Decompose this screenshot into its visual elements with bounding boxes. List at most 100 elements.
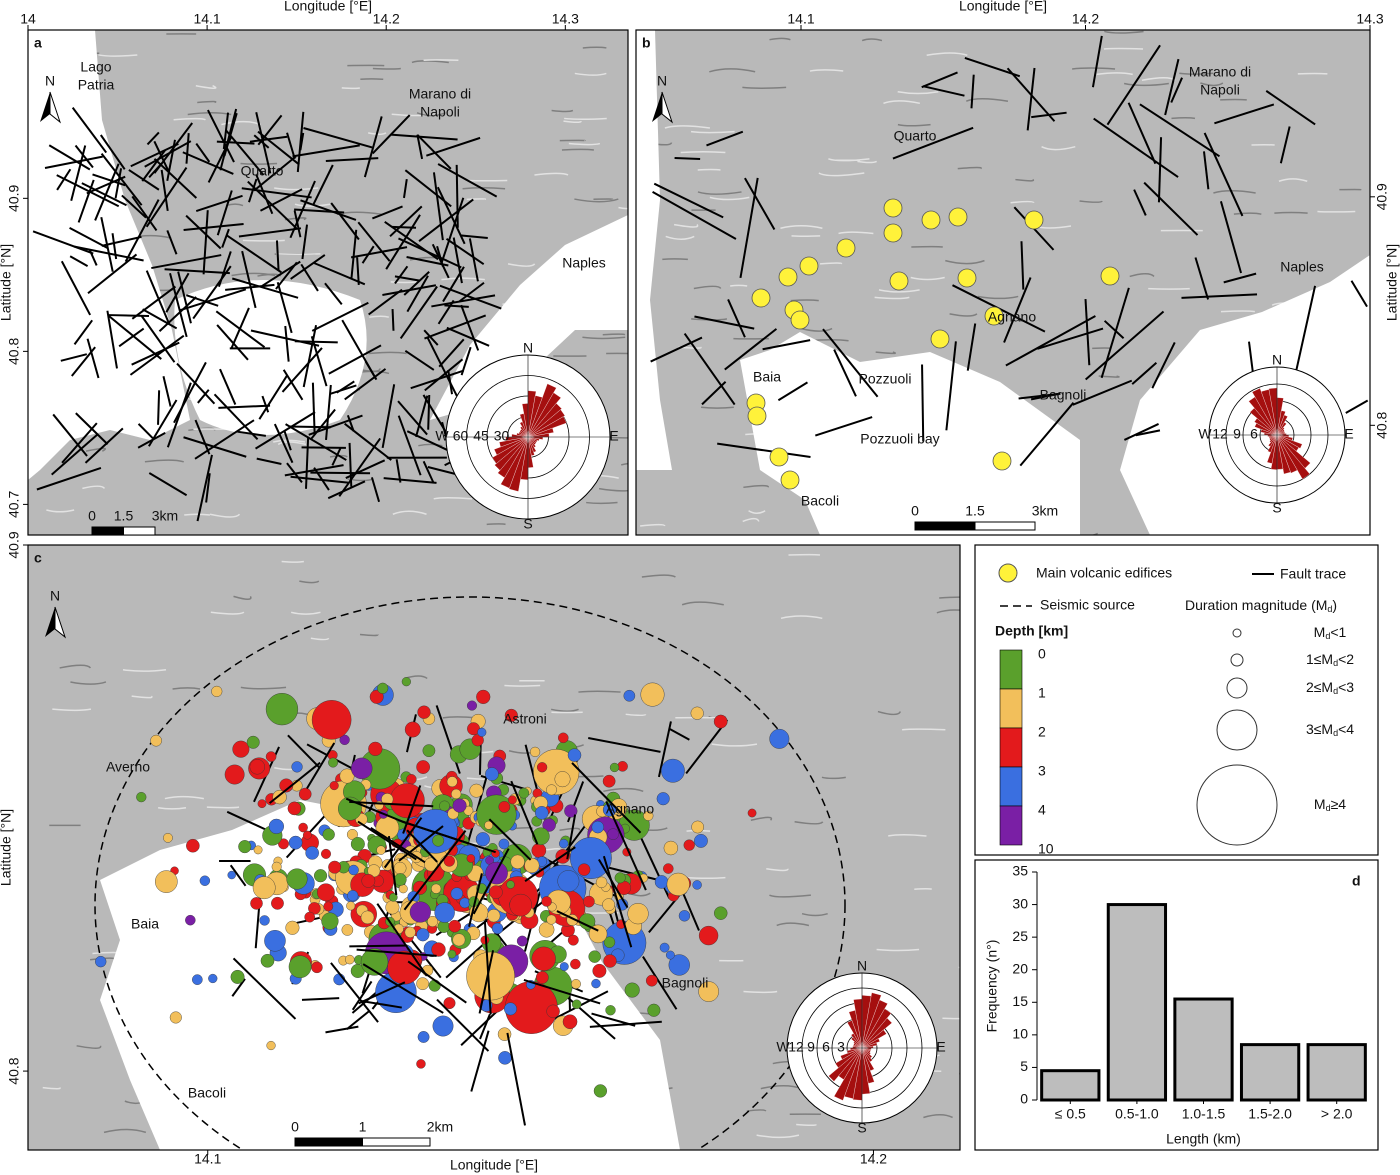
fault-trace <box>483 920 492 1015</box>
fault-trace <box>255 174 274 215</box>
relief <box>897 90 939 95</box>
earthquake <box>592 963 607 978</box>
earthquake <box>417 705 431 719</box>
earthquake <box>350 837 365 852</box>
relief <box>359 633 379 637</box>
fault-trace <box>1091 35 1103 88</box>
fault-trace <box>1247 341 1255 374</box>
fault-trace <box>383 477 437 484</box>
fault-trace <box>195 194 243 213</box>
fault-trace <box>121 194 147 219</box>
fault-trace <box>225 129 265 176</box>
earthquake <box>185 914 196 926</box>
earthquake <box>434 902 455 923</box>
earthquake <box>346 901 356 911</box>
fault-trace <box>1139 103 1221 158</box>
x-tick-label: 14.3 <box>552 11 579 27</box>
earthquake <box>627 903 649 925</box>
earthquake <box>286 868 308 890</box>
fault-trace <box>364 360 378 381</box>
earthquake <box>452 933 466 947</box>
earthquake <box>583 895 595 908</box>
fault-trace <box>300 199 357 221</box>
fault-trace <box>460 304 480 351</box>
fault-trace <box>1019 402 1075 467</box>
fault-trace <box>344 368 387 401</box>
fault-trace <box>399 285 438 339</box>
legend-title: Depth [km] <box>995 623 1068 639</box>
fault-trace <box>350 246 408 259</box>
depth-tick-label: 3 <box>1038 763 1046 779</box>
earthquake <box>570 958 581 970</box>
fault-trace <box>124 199 160 263</box>
relief <box>790 299 819 302</box>
earthquake <box>250 897 263 910</box>
scale-bar <box>974 521 1036 531</box>
fault-trace <box>331 447 342 466</box>
relief <box>164 795 204 800</box>
ring-label: 9 <box>807 1039 815 1055</box>
fault-trace <box>1030 393 1059 401</box>
x-tick-label: 14 <box>20 11 36 27</box>
x-axis-label: Longitude [°E] <box>450 1157 538 1173</box>
fault-trace <box>361 245 375 264</box>
fault-trace <box>328 344 382 375</box>
earthquake <box>288 955 312 979</box>
fault-trace <box>310 471 371 475</box>
place-label: Naples <box>562 255 606 271</box>
earthquake <box>271 861 282 872</box>
relief <box>748 510 766 515</box>
relief <box>210 611 245 615</box>
fault-trace <box>1203 132 1244 217</box>
x-tick-label: 14.1 <box>787 11 814 27</box>
earthquake <box>663 840 679 856</box>
fault-trace <box>282 369 304 401</box>
relief <box>1200 82 1224 87</box>
fault-trace <box>166 382 192 448</box>
fault-trace <box>118 327 145 348</box>
fault-trace <box>216 190 233 236</box>
relief <box>730 284 748 287</box>
fault-trace <box>351 980 373 1011</box>
fault-trace <box>137 431 166 449</box>
fault-trace <box>56 174 120 208</box>
relief <box>1233 212 1262 215</box>
earthquake <box>518 787 530 799</box>
panel-label: d <box>1352 873 1361 889</box>
fault-trace <box>131 195 158 232</box>
earthquake <box>509 893 532 917</box>
fault-trace <box>301 224 309 260</box>
relief <box>1072 67 1116 70</box>
fault-trace <box>1219 201 1243 274</box>
earthquake <box>246 735 260 749</box>
earthquake <box>459 897 471 909</box>
relief <box>902 728 946 731</box>
earthquake <box>317 883 335 902</box>
volcanic-edifice <box>1100 266 1120 286</box>
fault-trace <box>1133 189 1147 216</box>
fault-trace <box>241 250 257 309</box>
relief <box>209 513 241 518</box>
earthquake <box>249 759 265 775</box>
fault-trace <box>431 243 450 279</box>
place-label: Marano di <box>1189 64 1251 80</box>
fault-trace <box>376 903 428 977</box>
fault-trace <box>652 191 737 240</box>
relief <box>184 513 211 516</box>
fault-trace <box>446 326 490 347</box>
relief <box>923 1114 953 1119</box>
relief <box>800 327 833 332</box>
fault-trace <box>424 314 487 340</box>
fault-trace <box>173 361 207 424</box>
fault-trace <box>221 228 230 248</box>
fault-trace <box>460 1007 501 1047</box>
earthquake <box>443 997 456 1010</box>
fault-trace <box>166 230 178 255</box>
fault-trace <box>311 382 316 435</box>
ring-label: 9 <box>1233 426 1241 442</box>
fault-trace <box>1294 285 1317 373</box>
fault-trace <box>219 108 238 171</box>
fault-trace <box>194 419 255 460</box>
fault-trace <box>301 446 346 449</box>
scale-bar <box>362 1137 431 1147</box>
